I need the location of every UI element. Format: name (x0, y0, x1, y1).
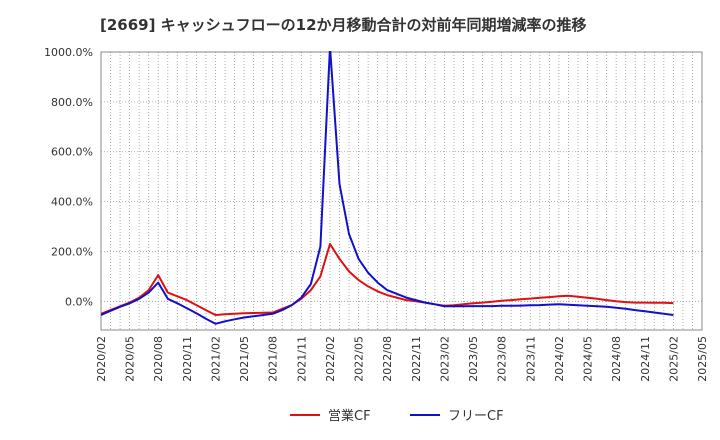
x-tick-label: 2020/05 (124, 336, 137, 382)
plot-area-frame (100, 51, 703, 331)
x-tick-label: 2023/08 (496, 336, 509, 382)
y-tick-label: 200.0% (51, 245, 93, 258)
x-tick-label: 2020/02 (95, 336, 108, 382)
legend: 営業CF フリーCF (290, 408, 504, 424)
x-tick-label: 2025/05 (696, 336, 709, 382)
x-tick-label: 2020/11 (181, 336, 194, 382)
legend-label-operating-cf: 営業CF (328, 408, 371, 424)
x-tick-label: 2024/08 (610, 336, 623, 382)
x-tick-label: 2021/02 (209, 336, 222, 382)
x-tick-label: 2023/11 (524, 336, 537, 382)
series-line-operating-cf (101, 243, 674, 316)
x-tick-label: 2022/05 (353, 336, 366, 382)
x-tick-label: 2024/11 (639, 336, 652, 382)
series-lines (101, 51, 674, 325)
grid-lines (100, 51, 703, 330)
x-tick-label: 2023/05 (467, 336, 480, 382)
x-tick-label: 2023/02 (438, 336, 451, 382)
x-tick-label: 2022/02 (324, 336, 337, 382)
x-tick-label: 2021/11 (295, 336, 308, 382)
y-tick-label: 600.0% (51, 146, 93, 159)
legend-label-free-cf: フリーCF (448, 409, 504, 424)
y-tick-label: 0.0% (65, 295, 93, 308)
y-axis-ticks: 0.0% 200.0% 400.0% 600.0% 800.0% 1000.0% (44, 46, 93, 308)
x-tick-label: 2021/08 (267, 336, 280, 382)
y-tick-label: 400.0% (51, 196, 93, 209)
x-tick-label: 2024/02 (553, 336, 566, 382)
series-line-free-cf (101, 51, 674, 325)
x-tick-label: 2020/08 (152, 336, 165, 382)
chart-title: [2669] キャッシュフローの12か月移動合計の対前年同期増減率の推移 (100, 16, 587, 34)
y-tick-label: 800.0% (51, 96, 93, 109)
y-tick-label: 1000.0% (44, 46, 93, 59)
x-tick-label: 2022/11 (410, 336, 423, 382)
x-tick-label: 2025/02 (667, 336, 680, 382)
x-tick-label: 2021/05 (238, 336, 251, 382)
x-axis-ticks: 2020/02 2020/05 2020/08 2020/11 2021/02 2021/… (95, 336, 709, 382)
x-tick-label: 2022/08 (381, 336, 394, 382)
x-tick-label: 2024/05 (582, 336, 595, 382)
